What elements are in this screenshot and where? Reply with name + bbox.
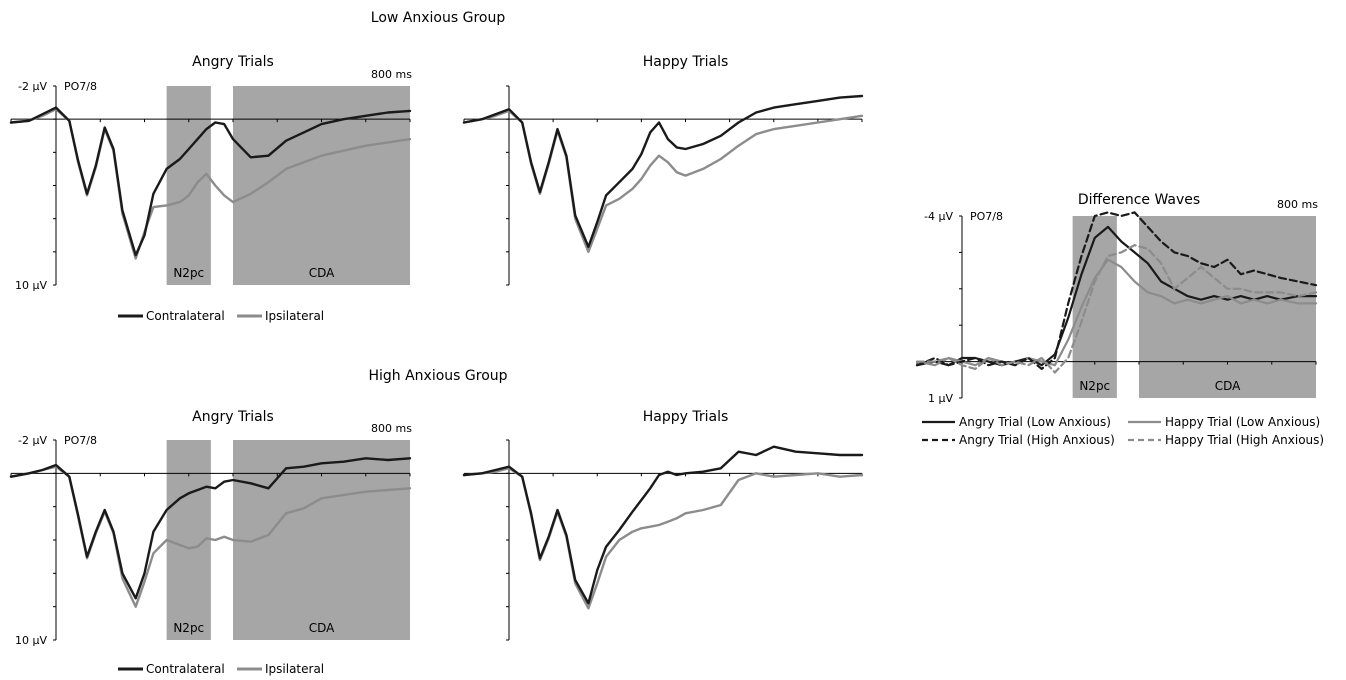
legend-difference: Angry Trial (Low Anxious) Happy Trial (L… (922, 415, 1324, 447)
time-label: 800 ms (371, 422, 412, 435)
legend-high: Contralateral Ipsilateral (118, 662, 324, 676)
panel-low-angry: N2pc CDA Angry Trials -2 µV 10 µV PO7/8 800 ms (9, 54, 412, 292)
legend-label-contralateral: Contralateral (146, 309, 225, 323)
channel-label: PO7/8 (64, 434, 97, 447)
window-label-n2pc: N2pc (173, 266, 204, 280)
series-line-happy-trial-high-anxious (915, 244, 1318, 374)
series-line-ipsilateral (462, 467, 864, 610)
channel-label: PO7/8 (970, 210, 1003, 223)
series-line-contralateral (462, 94, 864, 249)
legend-label-series-2: Angry Trial (High Anxious) (959, 433, 1115, 447)
panel-high-angry: N2pc CDA Angry Trials -2 µV 10 µV PO7/8 800 ms (9, 409, 412, 647)
y-bottom-label: 1 µV (928, 392, 953, 405)
series-line-contralateral (9, 457, 412, 600)
legend-label-ipsilateral: Ipsilateral (265, 662, 324, 676)
window-cda (233, 86, 410, 285)
window-cda (1139, 216, 1316, 398)
legend-low: Contralateral Ipsilateral (118, 309, 324, 323)
y-top-label: -2 µV (18, 80, 47, 93)
panel-low-happy: Happy Trials (462, 54, 864, 286)
window-n2pc (166, 86, 211, 285)
legend-label-contralateral: Contralateral (146, 662, 225, 676)
time-label: 800 ms (1277, 198, 1318, 211)
window-cda (233, 440, 410, 640)
window-n2pc (1072, 216, 1117, 398)
panel-title: Angry Trials (192, 54, 274, 70)
series-line-angry-trial-low-anxious (915, 225, 1318, 367)
window-label-cda: CDA (309, 266, 335, 280)
window-label-n2pc: N2pc (173, 621, 204, 635)
series-line-happy-trial-low-anxious (915, 258, 1318, 367)
panel-high-happy: Happy Trials (462, 409, 864, 641)
legend-label-series-1: Happy Trial (Low Anxious) (1165, 415, 1320, 429)
series-line-angry-trial-high-anxious (915, 211, 1318, 370)
window-label-cda: CDA (309, 621, 335, 635)
time-label: 800 ms (371, 68, 412, 81)
window-label-cda: CDA (1215, 379, 1241, 393)
panel-title: Difference Waves (1078, 192, 1200, 208)
low-group-title: Low Anxious Group (371, 10, 506, 26)
y-top-label: -4 µV (924, 210, 953, 223)
panel-title: Happy Trials (643, 409, 729, 425)
panel-title: Happy Trials (643, 54, 729, 70)
y-top-label: -2 µV (18, 434, 47, 447)
y-bottom-label: 10 µV (15, 634, 47, 647)
high-group-title: High Anxious Group (368, 368, 507, 384)
y-bottom-label: 10 µV (15, 279, 47, 292)
legend-label-series-3: Happy Trial (High Anxious) (1165, 433, 1324, 447)
legend-label-ipsilateral: Ipsilateral (265, 309, 324, 323)
panel-title: Angry Trials (192, 409, 274, 425)
series-line-contralateral (462, 445, 864, 605)
window-label-n2pc: N2pc (1079, 379, 1110, 393)
legend-label-series-0: Angry Trial (Low Anxious) (959, 415, 1111, 429)
series-line-contralateral (9, 106, 412, 257)
panel-difference-waves: N2pc CDA Difference Waves -4 µV 1 µV PO7/8 800… (915, 192, 1318, 405)
channel-label: PO7/8 (64, 80, 97, 93)
